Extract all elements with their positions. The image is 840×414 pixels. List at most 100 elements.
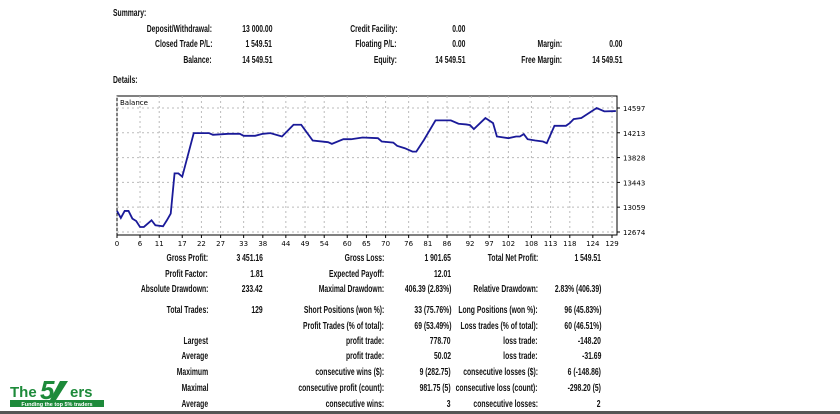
details-label: Profit Factor: bbox=[165, 269, 208, 280]
details-label: consecutive profit (count): bbox=[298, 383, 384, 394]
x-tick-label: 60 bbox=[343, 240, 352, 248]
details-value: 1 901.65 bbox=[424, 253, 451, 264]
details-label: consecutive loss (count): bbox=[456, 383, 538, 394]
summary-label: Deposit/Withdrawal: bbox=[146, 24, 212, 35]
details-label: Gross Profit: bbox=[166, 253, 208, 264]
summary-value: 0.00 bbox=[608, 39, 622, 50]
x-tick-label: 44 bbox=[281, 240, 290, 248]
details-value: 60 (46.51%) bbox=[563, 321, 601, 332]
summary-label: Floating P/L: bbox=[355, 39, 397, 50]
details-value: 96 (45.83%) bbox=[563, 305, 601, 316]
x-tick-label: 22 bbox=[197, 240, 206, 248]
details-value: 981.75 (5) bbox=[419, 383, 451, 394]
details-label: Total Net Profit: bbox=[487, 253, 538, 264]
x-tick-label: 97 bbox=[485, 240, 494, 248]
details-label: consecutive wins ($): bbox=[315, 367, 384, 378]
details-label: profit trade: bbox=[345, 351, 384, 362]
y-tick-label: 13059 bbox=[623, 204, 645, 212]
details-value: 9 (282.75) bbox=[419, 367, 451, 378]
svg-text:Funding the top 5% traders: Funding the top 5% traders bbox=[21, 402, 92, 408]
y-tick-label: 13828 bbox=[623, 155, 645, 163]
x-tick-label: 70 bbox=[381, 240, 390, 248]
summary-label: Credit Facility: bbox=[349, 24, 397, 35]
svg-text:5: 5 bbox=[40, 378, 55, 405]
y-tick-label: 14213 bbox=[623, 130, 645, 138]
x-tick-label: 129 bbox=[605, 240, 618, 248]
y-tick-label: 14597 bbox=[623, 105, 645, 113]
details-label: consecutive losses ($): bbox=[463, 367, 538, 378]
x-tick-label: 65 bbox=[362, 240, 371, 248]
x-tick-label: 102 bbox=[502, 240, 515, 248]
details-label: Profit Trades (% of total): bbox=[303, 321, 384, 332]
x-tick-label: 124 bbox=[586, 240, 600, 248]
summary-value: 14 549.51 bbox=[591, 55, 622, 66]
details-label: Gross Loss: bbox=[344, 253, 384, 264]
summary-value: 1 549.51 bbox=[245, 39, 272, 50]
details-value: 12.01 bbox=[433, 269, 451, 280]
details-label: Total Trades: bbox=[166, 305, 208, 316]
x-tick-label: 92 bbox=[466, 240, 475, 248]
details-value: -31.69 bbox=[581, 351, 601, 362]
details-label: Maximum bbox=[176, 367, 208, 378]
x-tick-label: 49 bbox=[301, 240, 310, 248]
x-tick-label: 81 bbox=[423, 240, 432, 248]
details-label: Loss trades (% of total): bbox=[460, 321, 538, 332]
summary-value: 14 549.51 bbox=[241, 55, 272, 66]
details-label: Short Positions (won %): bbox=[303, 305, 384, 316]
x-tick-label: 11 bbox=[155, 240, 164, 248]
details-title: Details: bbox=[113, 75, 138, 86]
details-value: 233.42 bbox=[242, 284, 263, 295]
details-value: 1 549.51 bbox=[574, 253, 601, 264]
details-value: 1.81 bbox=[249, 269, 263, 280]
details-value: 33 (75.76%) bbox=[413, 305, 451, 316]
details-label: Average bbox=[181, 351, 208, 362]
details-value: -298.20 (5) bbox=[567, 383, 601, 394]
x-tick-label: 113 bbox=[544, 240, 557, 248]
summary-label: Margin: bbox=[537, 39, 562, 50]
x-tick-label: 76 bbox=[404, 240, 413, 248]
details-value: 3 bbox=[447, 399, 451, 410]
details-label: Relative Drawdown: bbox=[473, 284, 538, 295]
balance-chart: 0 6 11 17 22 27 33 38 44 49 54 60 65 70 76 81 86 92 97 102 1… bbox=[115, 95, 646, 248]
details-label: loss trade: bbox=[503, 336, 538, 347]
details-label: profit trade: bbox=[345, 336, 384, 347]
details-label: Average bbox=[181, 399, 208, 410]
details-label: Expected Payoff: bbox=[328, 269, 384, 280]
x-tick-label: 118 bbox=[563, 240, 576, 248]
svg-text:ers: ers bbox=[70, 384, 93, 401]
details-label: loss trade: bbox=[503, 351, 538, 362]
details-label: Absolute Drawdown: bbox=[140, 284, 208, 295]
x-tick-label: 27 bbox=[216, 240, 225, 248]
x-tick-label: 54 bbox=[320, 240, 329, 248]
details-value: 2.83% (406.39) bbox=[554, 284, 601, 295]
summary-label: Free Margin: bbox=[521, 55, 562, 66]
details-value: 6 (-148.86) bbox=[567, 367, 601, 378]
details-value: 3 451.16 bbox=[236, 253, 263, 264]
x-tick-label: 6 bbox=[138, 240, 143, 248]
details-label: Maximal bbox=[181, 383, 208, 394]
details-label: Largest bbox=[183, 336, 208, 347]
summary-value: 14 549.51 bbox=[434, 55, 465, 66]
summary-label: Closed Trade P/L: bbox=[154, 39, 212, 50]
details-value: 129 bbox=[251, 305, 263, 316]
details-value: 50.02 bbox=[433, 351, 451, 362]
details-label: Long Positions (won %): bbox=[458, 305, 538, 316]
details-label: consecutive losses: bbox=[473, 399, 538, 410]
x-tick-label: 33 bbox=[239, 240, 248, 248]
summary-value: 0.00 bbox=[451, 39, 465, 50]
summary-title: Summary: bbox=[113, 8, 147, 19]
details-value: 406.39 (2.83%) bbox=[404, 284, 451, 295]
plot-area bbox=[116, 95, 618, 236]
summary-label: Balance: bbox=[183, 55, 212, 66]
summary-label: Equity: bbox=[373, 55, 397, 66]
x-tick-label: 17 bbox=[178, 240, 187, 248]
summary-value: 13 000.00 bbox=[241, 24, 272, 35]
y-tick-label: 12674 bbox=[623, 229, 646, 237]
details-label: Maximal Drawdown: bbox=[318, 284, 384, 295]
details-value: 778.70 bbox=[430, 336, 451, 347]
summary-value: 0.00 bbox=[451, 24, 465, 35]
details-label: consecutive wins: bbox=[325, 399, 384, 410]
x-tick-label: 38 bbox=[258, 240, 267, 248]
details-value: -148.20 bbox=[577, 336, 601, 347]
balance-line bbox=[116, 106, 616, 228]
